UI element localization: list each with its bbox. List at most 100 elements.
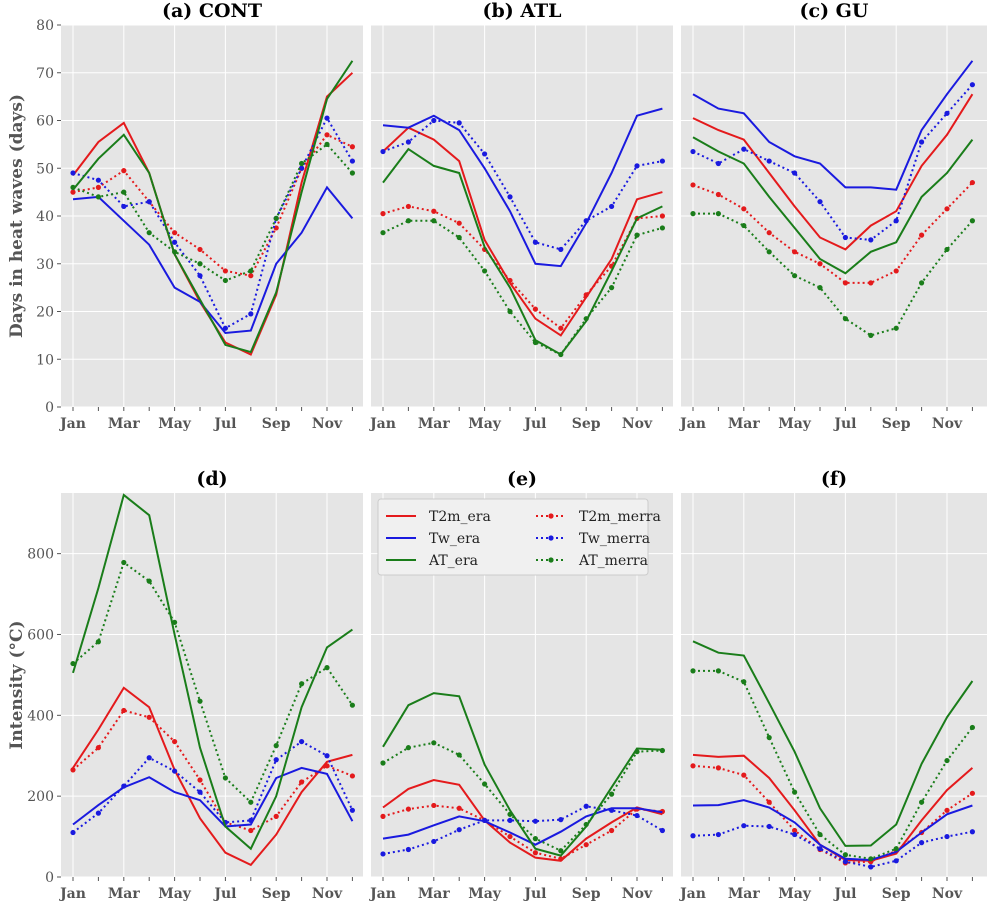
y-tick-label: 0 [45, 870, 54, 886]
panel-2: Jan Mar May Jul Sep Nov (b) ATL [368, 0, 673, 432]
data-point-T2m_merra [95, 184, 101, 190]
data-point-Tw_merra [532, 239, 539, 245]
data-point-AT_merra [893, 846, 899, 852]
data-point-T2m_merra [121, 168, 127, 174]
data-point-Tw_merra [532, 818, 539, 824]
series-line-T2m_era [72, 686, 353, 867]
data-point-Tw_merra [715, 831, 722, 838]
panel-title: (f) [821, 468, 847, 490]
y-tick-label: 20 [36, 305, 54, 321]
y-tick-label: 40 [36, 209, 54, 225]
data-point-Tw_merra [95, 810, 101, 816]
x-tick-label: Jan [678, 886, 706, 902]
y-tick-label: 50 [36, 161, 54, 177]
data-point-Tw_merra [944, 833, 950, 840]
data-point-AT_merra [70, 660, 76, 667]
data-point-AT_merra [146, 578, 152, 584]
data-point-Tw_merra [792, 170, 798, 176]
data-point-T2m_merra [969, 179, 976, 186]
data-point-T2m_merra [741, 772, 747, 778]
series-line-Tw_era [382, 807, 663, 846]
data-point-Tw_merra [868, 237, 874, 243]
data-point-T2m_merra [121, 707, 127, 714]
panel-4: 0 200 400 600 800 Jan Mar May Jul Sep Nov (d) Intens… [7, 468, 363, 902]
data-point-T2m_merra [507, 833, 513, 840]
data-point-AT_merra [532, 836, 539, 842]
data-point-AT_merra [792, 789, 798, 795]
data-point-AT_merra [690, 211, 696, 217]
data-point-Tw_merra [944, 110, 950, 116]
data-point-AT_merra [944, 246, 950, 253]
data-point-AT_merra [349, 170, 355, 176]
data-point-Tw_merra [690, 148, 696, 155]
data-point-Tw_merra [349, 807, 355, 813]
y-tick-label: 60 [36, 114, 54, 130]
legend-label: AT_merra [578, 553, 648, 569]
x-tick-label: Jul [212, 886, 236, 902]
panel-5: Jan Mar May Jul Sep Nov (e) T2m_era T2m_merra Tw_… [368, 468, 673, 902]
data-point-AT_merra [380, 230, 386, 236]
data-point-Tw_merra [969, 82, 976, 88]
series-line-AT_era [382, 147, 663, 356]
series-line-AT_era [382, 692, 663, 857]
data-point-T2m_merra [172, 738, 178, 745]
data-point-Tw_merra [817, 199, 823, 205]
panel-1: 0 10 20 30 40 50 60 70 80 Jan Mar May Jul Sep Nov (a) C… [7, 0, 363, 432]
data-point-Tw_merra [405, 846, 411, 853]
data-point-Tw_merra [659, 827, 666, 834]
x-tick-label: Sep [572, 416, 601, 432]
x-tick-label: Nov [312, 886, 343, 902]
x-tick-label: Nov [622, 416, 653, 432]
data-point-T2m_merra [532, 850, 539, 856]
data-point-AT_merra [299, 681, 305, 687]
data-point-AT_merra [95, 639, 101, 645]
data-point-Tw_merra [609, 203, 615, 210]
data-point-Tw_merra [766, 158, 772, 164]
data-point-AT_merra [70, 184, 76, 190]
x-tick-label: Jan [678, 416, 706, 432]
data-point-T2m_merra [273, 813, 279, 819]
data-point-AT_merra [482, 781, 488, 787]
data-point-Tw_merra [405, 139, 411, 145]
data-point-AT_merra [324, 665, 330, 671]
data-point-T2m_merra [690, 763, 696, 769]
panel-title: (b) ATL [482, 0, 561, 22]
data-point-AT_merra [558, 351, 564, 358]
data-point-T2m_merra [324, 763, 330, 769]
data-point-AT_merra [431, 740, 437, 746]
panel-6: Jan Mar May Jul Sep Nov (f) [678, 468, 987, 902]
data-point-T2m_merra [583, 842, 589, 848]
series-line-Tw_merra [72, 740, 354, 834]
data-point-T2m_merra [380, 211, 386, 217]
data-point-T2m_merra [944, 807, 950, 813]
data-point-T2m_merra [690, 182, 696, 188]
x-tick-label: Nov [932, 416, 963, 432]
data-point-T2m_merra [349, 144, 355, 150]
series-line-T2m_merra [382, 205, 663, 330]
data-point-T2m_merra [817, 261, 823, 267]
data-point-T2m_merra [741, 206, 747, 212]
data-point-T2m_merra [324, 132, 330, 138]
data-point-T2m_merra [456, 220, 462, 226]
plot-area [681, 493, 987, 877]
data-point-AT_merra [482, 268, 488, 274]
data-point-Tw_merra [197, 789, 203, 795]
data-point-AT_merra [634, 232, 640, 238]
data-point-Tw_merra [583, 218, 589, 224]
data-point-Tw_merra [741, 146, 747, 152]
x-tick-label: May [468, 416, 502, 432]
series-line-Tw_era [692, 60, 974, 191]
data-point-AT_merra [197, 261, 203, 267]
x-tick-label: Mar [108, 886, 141, 902]
y-tick-label: 80 [36, 18, 54, 34]
data-point-T2m_merra [893, 268, 899, 274]
data-point-Tw_merra [919, 840, 925, 846]
data-point-AT_merra [507, 811, 513, 817]
data-point-AT_merra [222, 775, 228, 781]
data-point-T2m_merra [380, 813, 386, 819]
data-point-AT_merra [969, 724, 976, 731]
y-tick-label: 200 [27, 789, 54, 805]
series-line-T2m_era [382, 126, 663, 337]
data-point-AT_merra [558, 848, 564, 854]
x-tick-label: Jan [368, 416, 396, 432]
